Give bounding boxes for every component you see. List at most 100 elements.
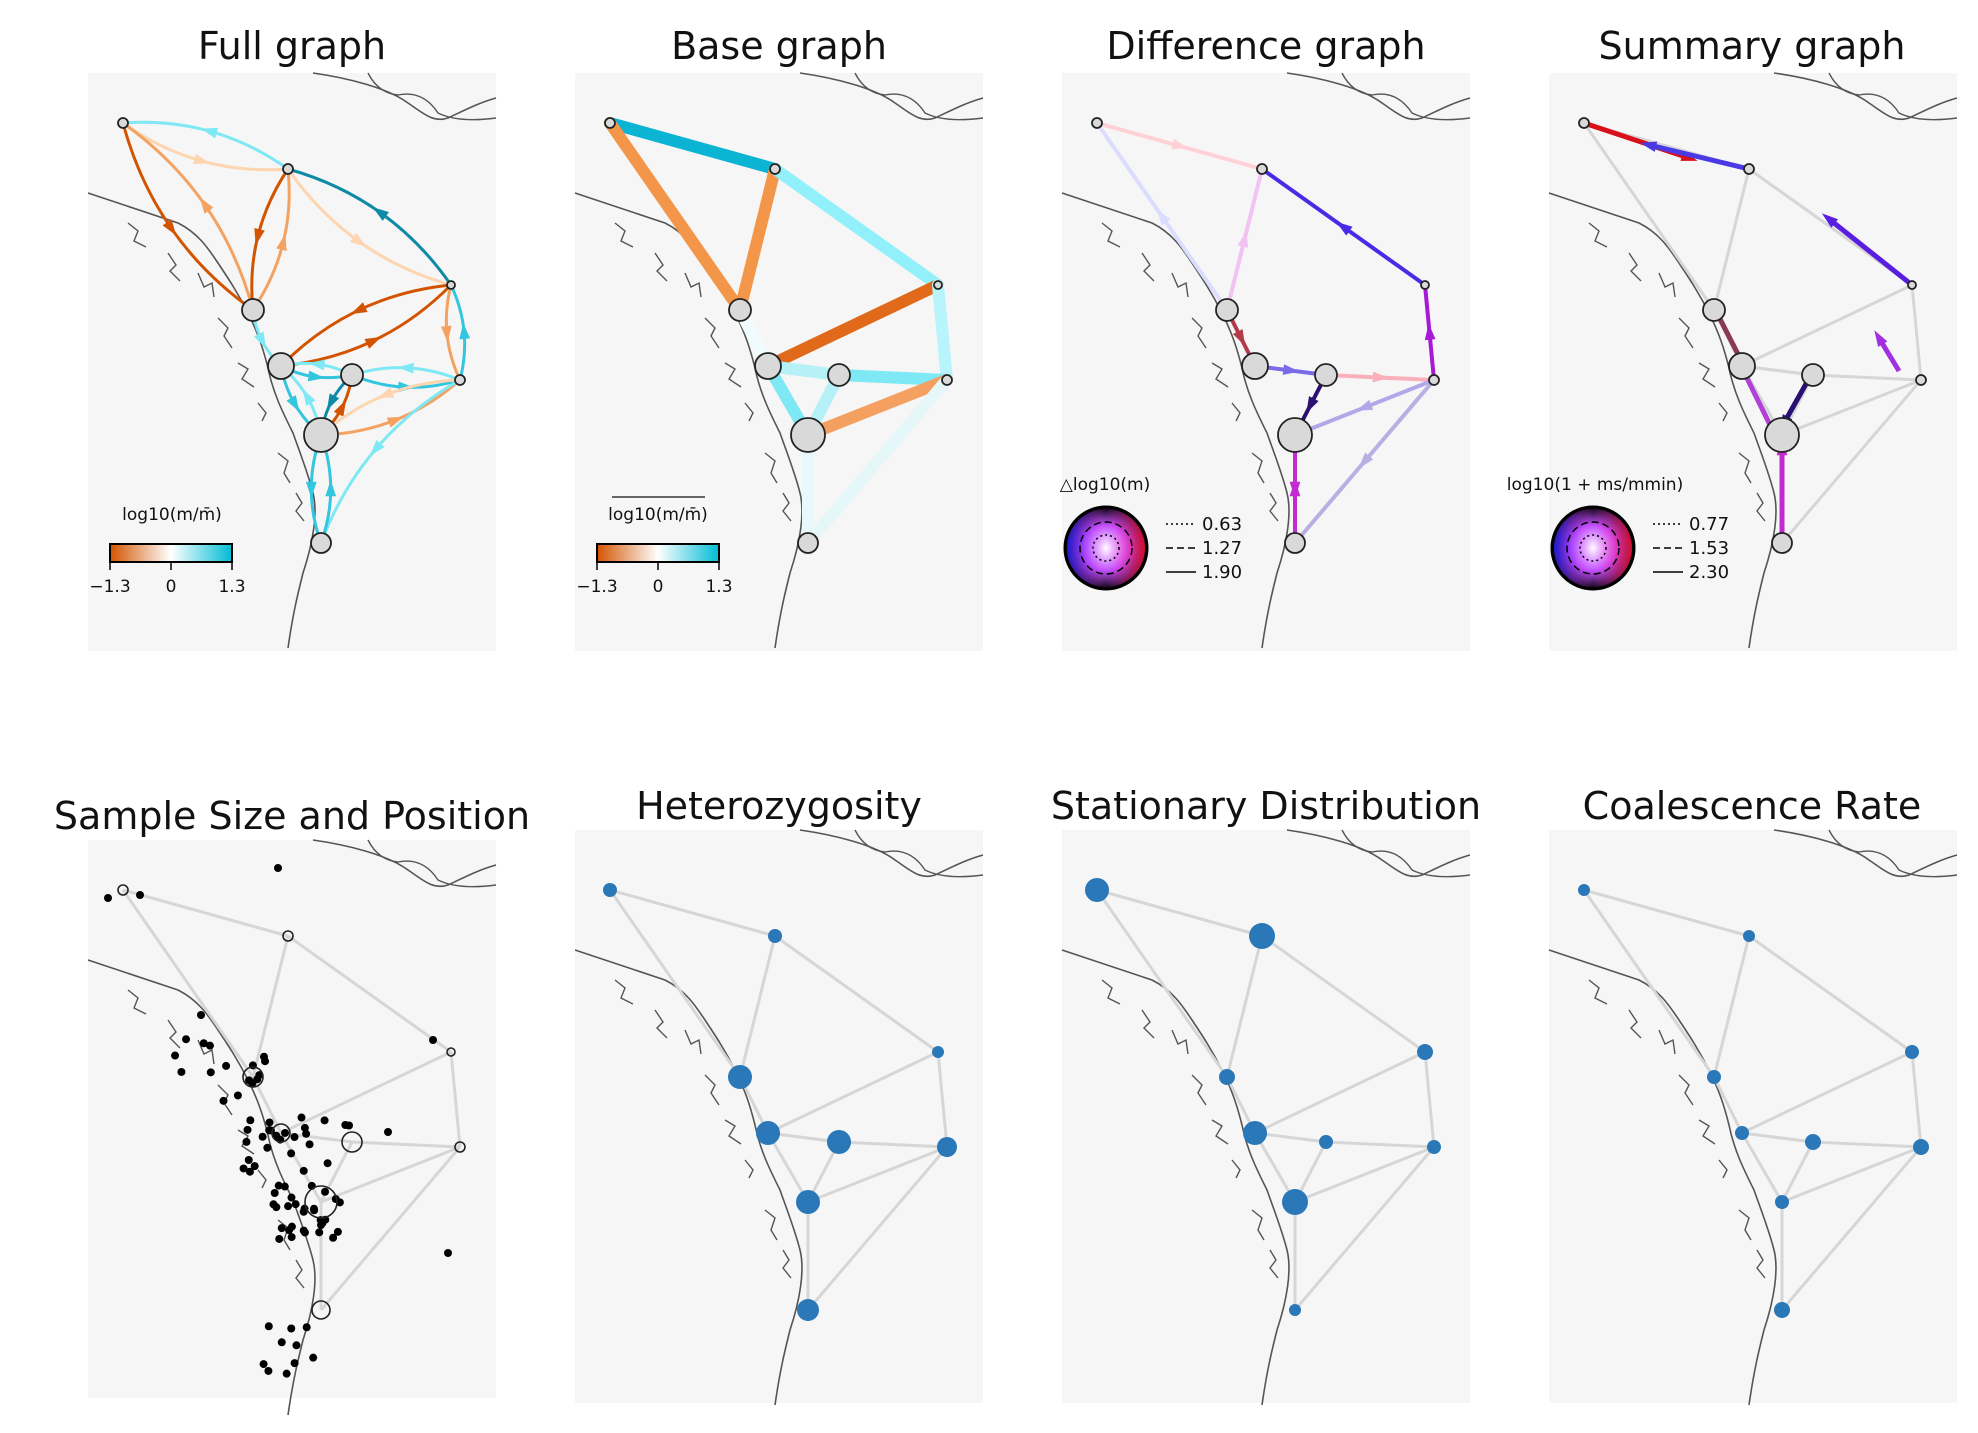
undirected-edge	[802, 374, 953, 441]
coastline	[1548, 829, 1958, 1406]
node-I	[797, 532, 819, 554]
coastline-island	[1756, 1249, 1766, 1279]
sample-point	[284, 1202, 293, 1211]
sample-point	[261, 1057, 270, 1066]
node-C	[1420, 280, 1430, 290]
undirected-edge	[604, 117, 746, 316]
sample-point	[429, 1036, 437, 1044]
sample-point	[290, 1359, 299, 1368]
colorbar-full: log10(m/m̄) −1.3 0 1.3	[89, 505, 245, 597]
edge-arrow	[199, 197, 214, 214]
coastline	[574, 829, 984, 1406]
node-E	[754, 352, 782, 380]
node-D	[241, 298, 265, 322]
edge-arrow	[459, 322, 471, 340]
undirected-edge	[604, 117, 781, 175]
background-edge	[807, 1145, 948, 1204]
background-edge	[279, 1132, 323, 1203]
statistic-node-D	[728, 1065, 752, 1089]
coastline-island	[1718, 402, 1728, 422]
disc-legend-label: log10(1 + ms/mmin)	[1507, 475, 1683, 495]
sample-point	[244, 1156, 253, 1165]
panel-title-full: Full graph	[198, 24, 386, 68]
background-edge	[1095, 889, 1229, 1078]
background-edge	[1712, 1076, 1744, 1134]
coastline-island	[1171, 1029, 1189, 1055]
node-F	[1428, 374, 1440, 386]
coastline-island	[1211, 362, 1229, 388]
sample-point	[320, 1116, 329, 1125]
node-D	[728, 298, 752, 322]
sample-point	[292, 1341, 301, 1350]
sample-point	[239, 1164, 248, 1173]
coastline-island	[724, 362, 742, 388]
coastline-island	[614, 979, 634, 1005]
coastline-island	[654, 252, 668, 282]
edge-arrow	[1232, 329, 1246, 347]
background-edge	[738, 935, 777, 1078]
coastline-island	[1141, 1009, 1155, 1039]
sample-point	[299, 1166, 308, 1175]
coastline-island	[1269, 1249, 1279, 1279]
sample-point	[263, 1143, 272, 1152]
edge-arrow	[302, 389, 316, 406]
coastline-island	[167, 1019, 181, 1049]
sample-point	[171, 1051, 180, 1060]
background-edge	[1583, 888, 1750, 938]
background-edge	[1712, 168, 1751, 311]
background-edge	[1423, 1051, 1436, 1148]
statistic-node-A	[1578, 884, 1590, 896]
sample-point	[287, 1149, 296, 1158]
background-edge	[1325, 1140, 1435, 1149]
node-F	[1915, 374, 1927, 386]
sample-point	[318, 1218, 327, 1227]
edge-arrow	[307, 370, 325, 382]
coastline-island	[764, 1209, 778, 1241]
statistic-node-H	[796, 1190, 820, 1214]
node-E	[1728, 352, 1756, 380]
sample-point	[182, 1035, 191, 1044]
edge-arrow	[305, 481, 317, 498]
background-edge	[1781, 1145, 1922, 1204]
sample-point	[277, 1338, 286, 1347]
coastline-island	[1738, 452, 1752, 484]
background-edge	[1741, 283, 1913, 368]
node-C	[933, 280, 943, 290]
coastline-island	[1141, 252, 1155, 282]
statistic-node-B	[768, 929, 782, 943]
node-F	[454, 374, 466, 386]
sample-point	[305, 1140, 314, 1149]
legend-value: 1.27	[1202, 538, 1242, 559]
node-B	[1256, 163, 1268, 175]
node-D	[1215, 298, 1239, 322]
deme-C	[446, 1047, 456, 1057]
colorbar-tick-label: 0	[166, 577, 177, 597]
statistic-node-D	[1219, 1069, 1235, 1085]
node-H	[1764, 417, 1800, 453]
sample-point	[265, 1118, 274, 1127]
sample-point	[264, 1322, 273, 1331]
coastline-island	[1251, 1209, 1265, 1241]
coastline-island	[704, 317, 720, 349]
coastline-island	[654, 1009, 668, 1039]
sample-point	[197, 1011, 205, 1019]
sample-point	[259, 1360, 268, 1369]
sample-point	[245, 1167, 254, 1176]
edge-arrow	[364, 336, 382, 349]
coastline-island	[1658, 1029, 1676, 1055]
legend-value: 0.77	[1689, 514, 1729, 535]
background-edge	[1780, 1141, 1815, 1203]
deme-H	[304, 1185, 338, 1219]
background-edge	[1712, 935, 1751, 1078]
statistic-node-C	[1417, 1044, 1433, 1060]
edge-arrow	[286, 395, 300, 412]
background-edge	[1741, 1131, 1814, 1144]
coastline-island	[1658, 272, 1676, 298]
coastline-island	[1231, 1159, 1241, 1179]
panel-title-summary: Summary graph	[1599, 24, 1906, 68]
edge-arrow	[1821, 213, 1838, 228]
edge-arrow	[1424, 323, 1436, 341]
undirected-edge	[769, 163, 944, 291]
coastline	[1828, 72, 1958, 121]
